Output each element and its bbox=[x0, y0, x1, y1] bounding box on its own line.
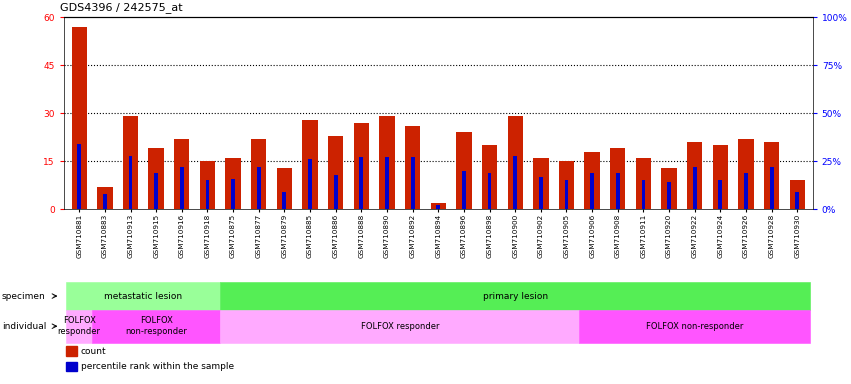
Bar bbox=[431, 203, 446, 209]
Text: primary lesion: primary lesion bbox=[483, 291, 548, 301]
Bar bbox=[328, 136, 343, 209]
Bar bbox=[226, 158, 241, 209]
Text: individual: individual bbox=[2, 322, 46, 331]
Bar bbox=[129, 156, 133, 209]
Bar bbox=[154, 173, 158, 209]
Bar bbox=[354, 123, 369, 209]
Bar bbox=[206, 180, 209, 209]
Bar bbox=[200, 161, 215, 209]
Bar bbox=[712, 145, 728, 209]
Bar bbox=[359, 157, 363, 209]
Bar bbox=[739, 139, 754, 209]
Text: count: count bbox=[81, 347, 106, 356]
Text: FOLFOX responder: FOLFOX responder bbox=[361, 322, 439, 331]
Bar bbox=[103, 194, 106, 209]
Bar bbox=[796, 192, 799, 209]
Text: FOLFOX
non-responder: FOLFOX non-responder bbox=[125, 316, 187, 336]
Bar bbox=[790, 180, 805, 209]
Bar bbox=[687, 142, 702, 209]
Bar bbox=[513, 156, 517, 209]
Bar bbox=[411, 157, 414, 209]
Bar bbox=[77, 144, 81, 209]
Bar bbox=[642, 180, 645, 209]
Bar bbox=[71, 27, 87, 209]
Bar bbox=[385, 157, 389, 209]
Bar bbox=[539, 177, 543, 209]
Bar bbox=[488, 173, 492, 209]
Text: metastatic lesion: metastatic lesion bbox=[105, 291, 182, 301]
Bar bbox=[148, 149, 164, 209]
Bar bbox=[610, 149, 625, 209]
Bar bbox=[559, 161, 574, 209]
Text: GDS4396 / 242575_at: GDS4396 / 242575_at bbox=[60, 3, 182, 13]
Bar bbox=[718, 180, 722, 209]
Text: specimen: specimen bbox=[2, 291, 45, 301]
Bar bbox=[174, 139, 190, 209]
Bar bbox=[661, 168, 677, 209]
Bar bbox=[302, 120, 317, 209]
Bar bbox=[257, 167, 260, 209]
Bar bbox=[482, 145, 497, 209]
Bar bbox=[97, 187, 112, 209]
Bar bbox=[123, 116, 138, 209]
Bar bbox=[231, 179, 235, 209]
Bar bbox=[764, 142, 780, 209]
Bar bbox=[534, 158, 549, 209]
Bar bbox=[770, 167, 774, 209]
Bar bbox=[380, 116, 395, 209]
Bar bbox=[616, 173, 620, 209]
Bar bbox=[744, 173, 748, 209]
Bar bbox=[283, 192, 286, 209]
Text: FOLFOX non-responder: FOLFOX non-responder bbox=[646, 322, 744, 331]
Bar bbox=[591, 173, 594, 209]
Bar bbox=[693, 167, 697, 209]
Bar bbox=[251, 139, 266, 209]
Bar bbox=[308, 159, 312, 209]
Text: FOLFOX
responder: FOLFOX responder bbox=[58, 316, 100, 336]
Text: percentile rank within the sample: percentile rank within the sample bbox=[81, 362, 234, 371]
Bar bbox=[456, 132, 471, 209]
Bar bbox=[334, 175, 338, 209]
Bar bbox=[180, 167, 184, 209]
Bar bbox=[437, 205, 440, 209]
Bar bbox=[277, 168, 292, 209]
Bar bbox=[462, 171, 465, 209]
Bar bbox=[507, 116, 523, 209]
Bar bbox=[405, 126, 420, 209]
Bar bbox=[585, 152, 600, 209]
Bar bbox=[564, 180, 568, 209]
Bar bbox=[636, 158, 651, 209]
Bar bbox=[667, 182, 671, 209]
